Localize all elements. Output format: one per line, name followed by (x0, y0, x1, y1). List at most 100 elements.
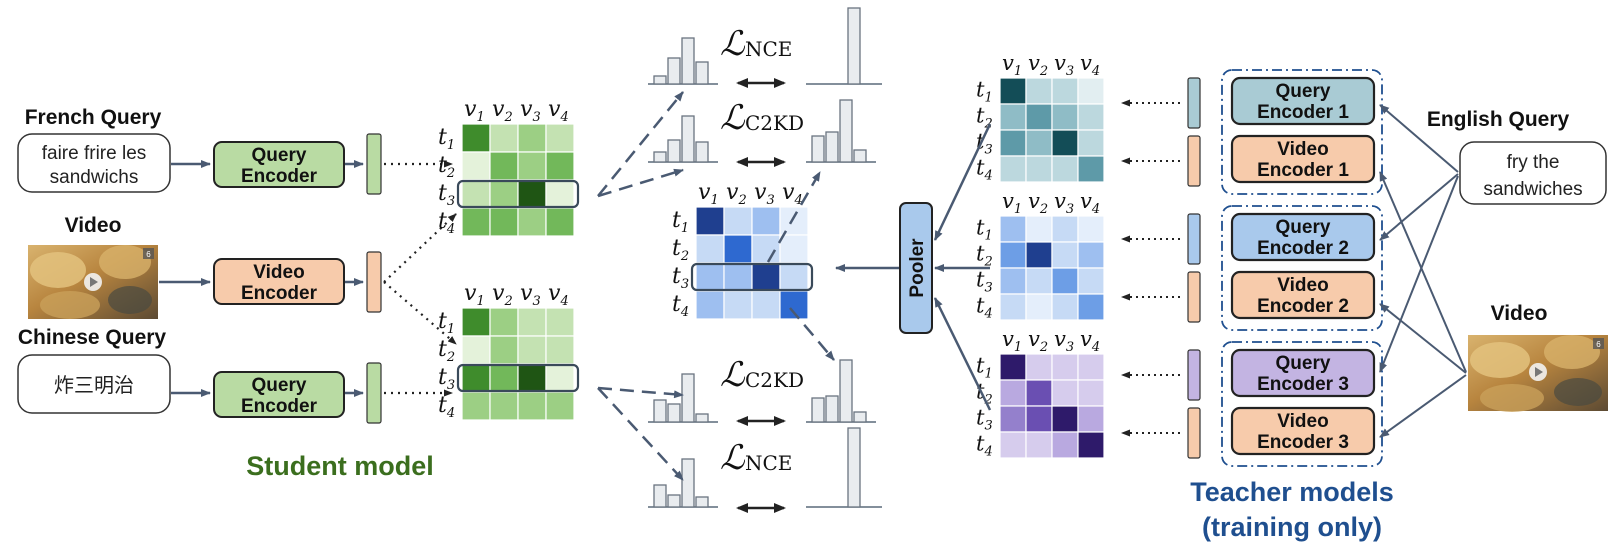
teacher-query-encoder-3-line2: Encoder 3 (1257, 374, 1349, 395)
teacher-query-embedding-2 (1187, 213, 1201, 265)
matrix-cell (695, 290, 725, 320)
teacher-caption-line1: Teacher models (1190, 477, 1394, 507)
matrix-cell (461, 151, 491, 181)
teacher-video-encoder-3-line1: Video (1277, 411, 1328, 432)
matrix-cell (999, 215, 1027, 243)
teacher-video-embedding-1 (1187, 135, 1201, 187)
matrix-cell (999, 431, 1027, 459)
matrix-cell (1051, 431, 1079, 459)
matrix-cell (545, 307, 575, 337)
teacher-video-encoder-2-line1: Video (1277, 275, 1328, 296)
matrix-col-label: v4 (1080, 51, 1100, 79)
teacher-video-thumbnail: 6 (1468, 335, 1608, 412)
histogram-bar (653, 399, 667, 423)
matrix-cell (1077, 379, 1105, 407)
video-label-student: Video (65, 214, 122, 237)
matrix-cell (545, 363, 575, 393)
matrix-row-label: t2 (438, 337, 455, 365)
matrix-col-label: v4 (782, 180, 803, 208)
matrix-cell (1051, 405, 1079, 433)
matrix-cell (1051, 293, 1079, 321)
loss-c2kd-bottom-sub: C2KD (745, 368, 804, 392)
student-query-encoder-top-line2: Encoder (241, 166, 318, 187)
matrix-cell (999, 155, 1027, 183)
student-video-encoder-line2: Encoder (241, 283, 318, 304)
matrix-cell (489, 335, 519, 365)
student-video-encoder-line1: Video (253, 262, 304, 283)
histogram-bar (667, 403, 681, 423)
matrix-col-label: v3 (1054, 189, 1074, 217)
chinese-query-label: Chinese Query (18, 326, 167, 349)
matrix-cell (723, 262, 753, 292)
histogram-bar (825, 131, 839, 163)
matrix-row-label: t4 (438, 393, 455, 421)
arrow-t1-to-pooler (933, 123, 992, 241)
loss-c2kd-top-symbol: ℒ (720, 98, 746, 138)
histogram-bar (847, 427, 861, 508)
matrix-cell (1025, 103, 1053, 131)
matrix-row-label: t3 (438, 365, 455, 393)
play-triangle-icon (90, 277, 98, 287)
loss-nce-top-symbol: ℒ (720, 24, 746, 64)
matrix-col-label: v2 (1028, 189, 1048, 217)
histogram-bar (695, 413, 709, 423)
matrix-border (999, 215, 1105, 321)
matrix-cell (545, 151, 575, 181)
matrix-cell (999, 379, 1027, 407)
teacher-query-embedding-1 (1187, 77, 1201, 129)
highlight-row-t3 (690, 262, 814, 292)
matrix-cell (461, 179, 491, 209)
teacher-video-encoder-2-line2: Encoder 2 (1257, 296, 1349, 317)
matrix-col-label: v1 (1002, 327, 1022, 355)
dashed-arrow-pooled-to-c2kd-top (766, 171, 822, 263)
highlight-row-t3 (456, 179, 580, 209)
matrix-col-label: v2 (492, 97, 513, 125)
matrix-cell (489, 151, 519, 181)
matrix-row-label: t4 (976, 156, 993, 184)
matrix-row-label: t2 (976, 104, 993, 132)
teacher-input-arrows (1379, 104, 1467, 438)
matrix-row-label: t4 (438, 209, 455, 237)
matrix-cell (1077, 215, 1105, 243)
matrix-cell (517, 391, 547, 421)
matrix-cell (1051, 353, 1079, 381)
matrix-cell (779, 290, 809, 320)
dashed-arrow-s1-to-nce (597, 91, 684, 197)
matrix-row-label: t2 (976, 242, 993, 270)
matrix-cell (1077, 241, 1105, 269)
histogram-bar (653, 151, 667, 163)
teacher-query-encoder-3 (1230, 348, 1376, 398)
histogram-bar (681, 373, 695, 423)
matrix-cell (1025, 215, 1053, 243)
video-badge-text: 6 (146, 250, 151, 259)
matrix-cell (1077, 155, 1105, 183)
dashed-arrow-s1-to-c2kd (597, 168, 684, 198)
matrix-col-label: v1 (464, 281, 485, 309)
matrix-cell (489, 207, 519, 237)
video-label-teacher: Video (1491, 302, 1548, 325)
matrix-col-label: v1 (698, 180, 719, 208)
matrix-cell (489, 391, 519, 421)
matrix-row-label: t3 (976, 406, 993, 434)
matrix-cell (517, 123, 547, 153)
matrix-cell (723, 206, 753, 236)
matrix-col-label: v4 (548, 97, 569, 125)
matrix-cell (1077, 103, 1105, 131)
pooler-box (899, 202, 933, 334)
matrix-cell (517, 307, 547, 337)
arrow-t3-to-pooler (933, 297, 992, 411)
histogram-bar (811, 397, 825, 423)
matrix-cell (1051, 129, 1079, 157)
matrix-col-label: v3 (754, 180, 775, 208)
matrix-border (999, 353, 1105, 459)
matrix-col-label: v4 (1080, 327, 1100, 355)
matrix-cell (779, 206, 809, 236)
teacher-video-encoder-2 (1230, 270, 1376, 320)
matrix-cell (723, 234, 753, 264)
matrix-cell (1025, 405, 1053, 433)
dotted-arrow-video-to-bottom (383, 281, 457, 345)
matrix-border (999, 77, 1105, 183)
matrix-cell (1077, 405, 1105, 433)
loss-c2kd-top-sub: C2KD (745, 111, 804, 135)
